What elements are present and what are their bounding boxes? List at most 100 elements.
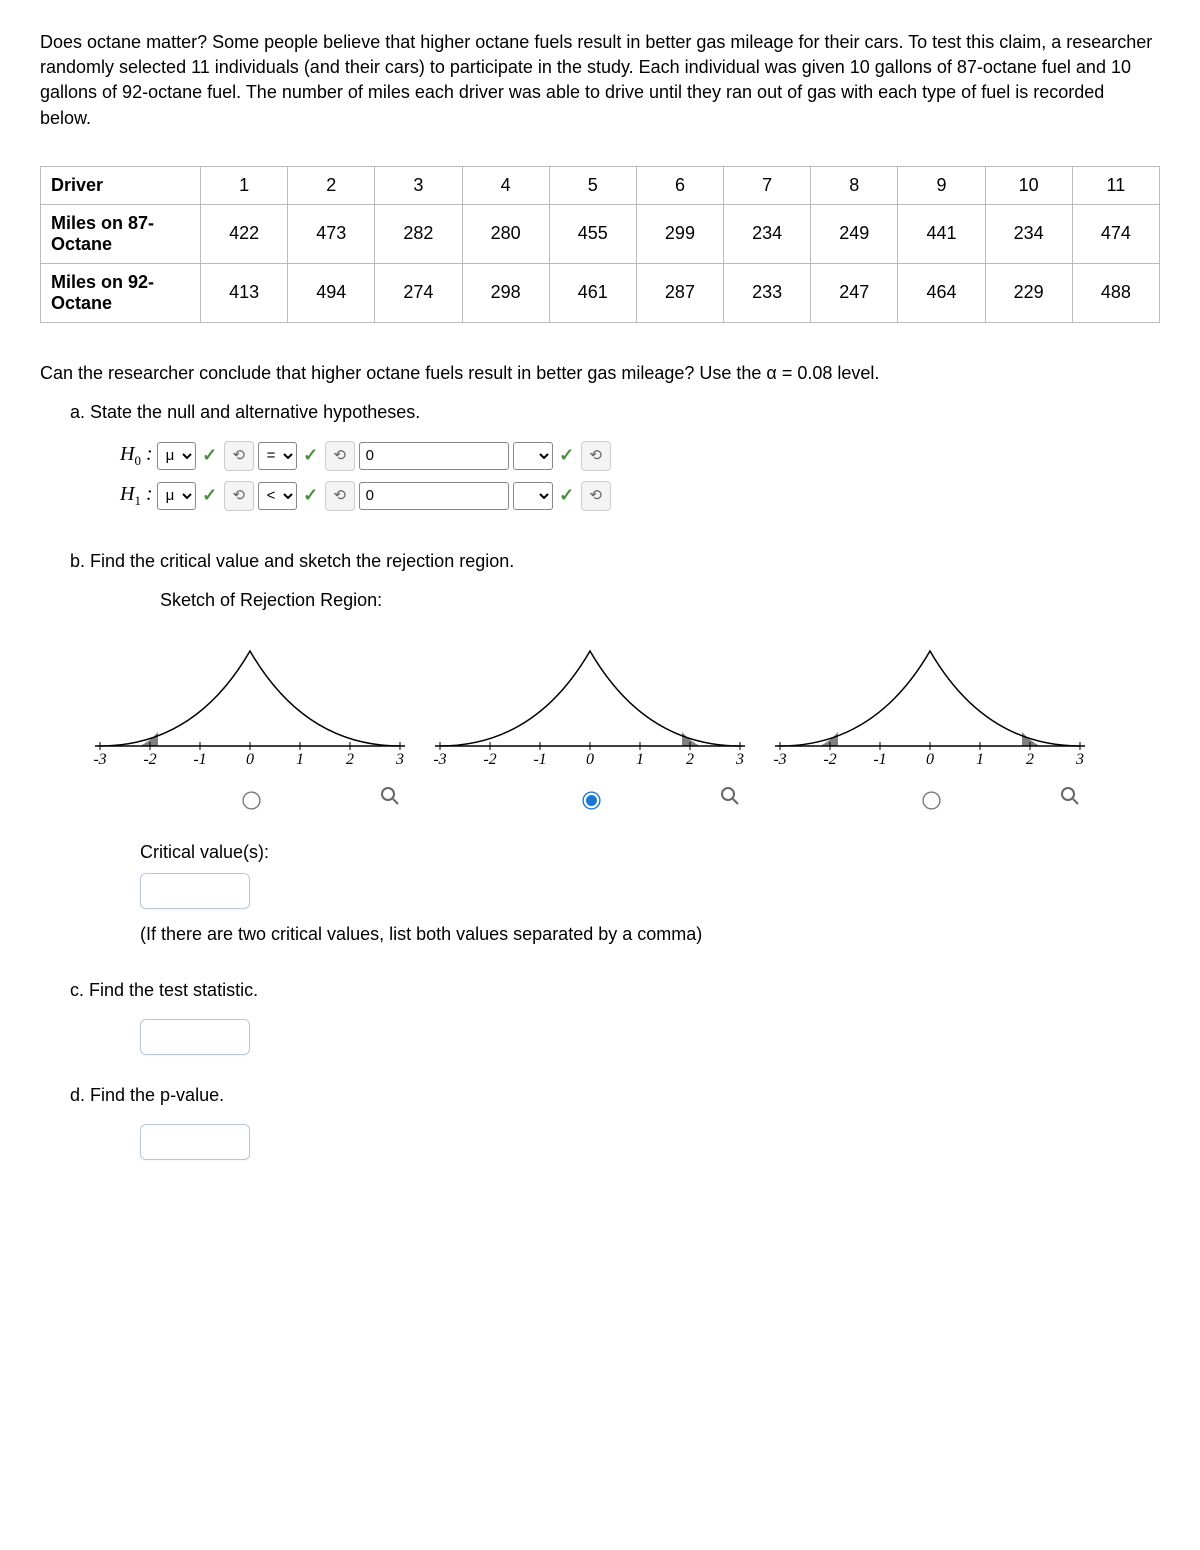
h0-op-select[interactable]: = [258, 442, 297, 470]
retry-button[interactable]: ⟲ [224, 481, 254, 511]
header-cell: 3 [375, 166, 462, 204]
svg-text:-1: -1 [533, 751, 546, 766]
svg-text:0: 0 [926, 751, 934, 766]
magnify-icon[interactable] [380, 786, 400, 811]
header-cell: 4 [462, 166, 549, 204]
retry-button[interactable]: ⟲ [581, 481, 611, 511]
svg-text:1: 1 [636, 751, 644, 766]
svg-text:1: 1 [296, 751, 304, 766]
check-icon: ✓ [301, 446, 321, 466]
table-row: Miles on 87-Octane 422 473 282 280 455 2… [41, 204, 1160, 263]
svg-text:-1: -1 [193, 751, 206, 766]
curve-radio-3[interactable] [922, 791, 940, 809]
header-cell: 7 [724, 166, 811, 204]
h1-value-input[interactable] [359, 482, 509, 510]
cell: 280 [462, 204, 549, 263]
critical-value-input[interactable] [140, 873, 250, 909]
part-b-label: b. Find the critical value and sketch th… [70, 551, 1160, 572]
retry-button[interactable]: ⟲ [325, 441, 355, 471]
critical-value-note: (If there are two critical values, list … [140, 924, 1160, 945]
magnify-icon[interactable] [1060, 786, 1080, 811]
critical-value-label: Critical value(s): [140, 842, 1160, 863]
header-cell: 2 [288, 166, 375, 204]
cell: 249 [811, 204, 898, 263]
header-cell: 1 [201, 166, 288, 204]
cell: 274 [375, 263, 462, 322]
cell: 488 [1072, 263, 1159, 322]
table-header-row: Driver 1 2 3 4 5 6 7 8 9 10 11 [41, 166, 1160, 204]
cell: 441 [898, 204, 985, 263]
retry-button[interactable]: ⟲ [325, 481, 355, 511]
svg-text:1: 1 [976, 751, 984, 766]
data-table: Driver 1 2 3 4 5 6 7 8 9 10 11 Miles on … [40, 166, 1160, 323]
h1-op-select[interactable]: < [258, 482, 297, 510]
part-a-label: a. State the null and alternative hypoth… [70, 402, 1160, 423]
header-cell: 8 [811, 166, 898, 204]
cell: 455 [549, 204, 636, 263]
svg-text:2: 2 [346, 751, 354, 766]
svg-text:-3: -3 [93, 751, 106, 766]
check-icon: ✓ [557, 486, 577, 506]
svg-text:-3: -3 [773, 751, 786, 766]
h1-row: H1 : μ ✓ ⟲ < ✓ ⟲ ✓ ⟲ [120, 481, 1160, 511]
magnify-icon[interactable] [720, 786, 740, 811]
svg-text:0: 0 [246, 751, 254, 766]
curves-container: -3 -2 -1 0 1 2 3 -3 -2 -1 0 1 2 3 [90, 636, 1160, 771]
part-c-label: c. Find the test statistic. [70, 980, 1160, 1001]
retry-button[interactable]: ⟲ [581, 441, 611, 471]
test-statistic-input[interactable] [140, 1019, 250, 1055]
svg-text:3: 3 [1075, 751, 1084, 766]
svg-text:0: 0 [586, 751, 594, 766]
cell: 413 [201, 263, 288, 322]
curve-right-tail: -3 -2 -1 0 1 2 3 [430, 636, 750, 771]
radio-row [90, 791, 1160, 807]
curve-radio-2[interactable] [582, 791, 600, 809]
header-cell: 6 [636, 166, 723, 204]
cell: 422 [201, 204, 288, 263]
header-cell: 9 [898, 166, 985, 204]
curve-two-tail: -3 -2 -1 0 1 2 3 [770, 636, 1090, 771]
cell: 287 [636, 263, 723, 322]
header-cell: 5 [549, 166, 636, 204]
cell: 494 [288, 263, 375, 322]
h0-unit-select[interactable] [513, 442, 553, 470]
cell: 234 [724, 204, 811, 263]
h1-unit-select[interactable] [513, 482, 553, 510]
curve-radio-1[interactable] [242, 791, 260, 809]
svg-text:3: 3 [735, 751, 744, 766]
sketch-label: Sketch of Rejection Region: [160, 590, 1160, 611]
h0-value-input[interactable] [359, 442, 509, 470]
cell: 234 [985, 204, 1072, 263]
curve-left-tail: -3 -2 -1 0 1 2 3 [90, 636, 410, 771]
retry-button[interactable]: ⟲ [224, 441, 254, 471]
table-row: Miles on 92-Octane 413 494 274 298 461 2… [41, 263, 1160, 322]
row-label: Miles on 92-Octane [41, 263, 201, 322]
check-icon: ✓ [200, 446, 220, 466]
svg-text:3: 3 [395, 751, 404, 766]
p-value-input[interactable] [140, 1124, 250, 1160]
h1-symbol: H1 : [120, 483, 153, 509]
cell: 229 [985, 263, 1072, 322]
cell: 464 [898, 263, 985, 322]
svg-text:-2: -2 [823, 751, 836, 766]
cell: 298 [462, 263, 549, 322]
header-cell: Driver [41, 166, 201, 204]
h0-symbol: H0 : [120, 443, 153, 469]
part-d-label: d. Find the p-value. [70, 1085, 1160, 1106]
h0-row: H0 : μ ✓ ⟲ = ✓ ⟲ ✓ ⟲ [120, 441, 1160, 471]
svg-text:-3: -3 [433, 751, 446, 766]
question-intro: Does octane matter? Some people believe … [40, 30, 1160, 131]
cell: 461 [549, 263, 636, 322]
radio-group-2 [430, 791, 750, 807]
cell: 299 [636, 204, 723, 263]
h0-param-select[interactable]: μ [157, 442, 196, 470]
svg-text:-2: -2 [143, 751, 156, 766]
svg-text:-1: -1 [873, 751, 886, 766]
check-icon: ✓ [557, 446, 577, 466]
radio-group-1 [90, 791, 410, 807]
cell: 233 [724, 263, 811, 322]
conclusion-question: Can the researcher conclude that higher … [40, 363, 1160, 384]
check-icon: ✓ [301, 486, 321, 506]
header-cell: 10 [985, 166, 1072, 204]
h1-param-select[interactable]: μ [157, 482, 196, 510]
